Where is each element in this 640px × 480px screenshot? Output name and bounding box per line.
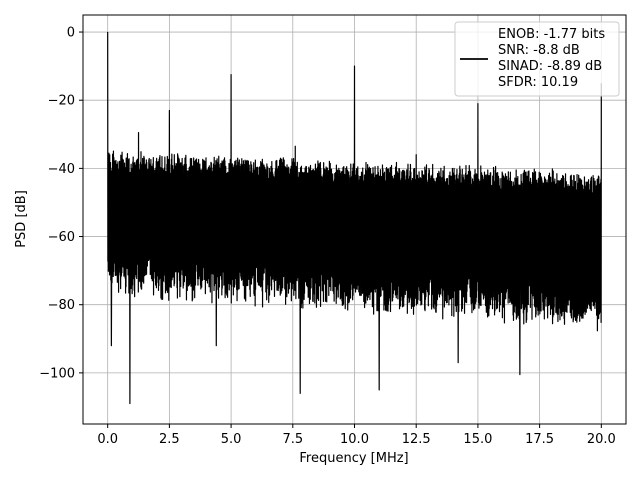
x-tick-label: 10.0 <box>340 432 369 447</box>
x-tick-label: 5.0 <box>221 432 242 447</box>
legend-entry-sfdr: SFDR: 10.19 <box>498 75 578 90</box>
x-axis-label: Frequency [MHz] <box>299 451 408 466</box>
y-tick-label: −80 <box>48 298 75 313</box>
series-psd <box>107 32 602 405</box>
x-tick-label: 7.5 <box>282 432 303 447</box>
x-axis-ticks: 0.0 2.5 5.0 7.5 10.0 12.5 15.0 17.5 20.0 <box>97 424 616 447</box>
x-tick-label: 0.0 <box>97 432 118 447</box>
y-axis-label: PSD [dB] <box>14 190 29 248</box>
x-tick-label: 15.0 <box>463 432 492 447</box>
legend: ENOB: -1.77 bits SNR: -8.8 dB SINAD: -8.… <box>454 21 620 97</box>
legend-entry-enob: ENOB: -1.77 bits <box>498 27 605 42</box>
y-tick-label: −100 <box>39 366 75 381</box>
x-tick-label: 12.5 <box>402 432 431 447</box>
x-tick-label: 2.5 <box>159 432 180 447</box>
x-tick-label: 20.0 <box>587 432 616 447</box>
y-axis-ticks: 0 −20 −40 −60 −80 −100 <box>39 26 83 381</box>
plot-series <box>107 32 602 405</box>
y-tick-label: −40 <box>48 162 75 177</box>
y-tick-label: −20 <box>48 94 75 109</box>
legend-entry-snr: SNR: -8.8 dB <box>498 43 580 58</box>
legend-entry-sinad: SINAD: -8.89 dB <box>498 59 602 74</box>
x-tick-label: 17.5 <box>525 432 554 447</box>
legend-box <box>454 21 620 97</box>
y-tick-label: 0 <box>67 26 75 41</box>
y-tick-label: −60 <box>48 230 75 245</box>
